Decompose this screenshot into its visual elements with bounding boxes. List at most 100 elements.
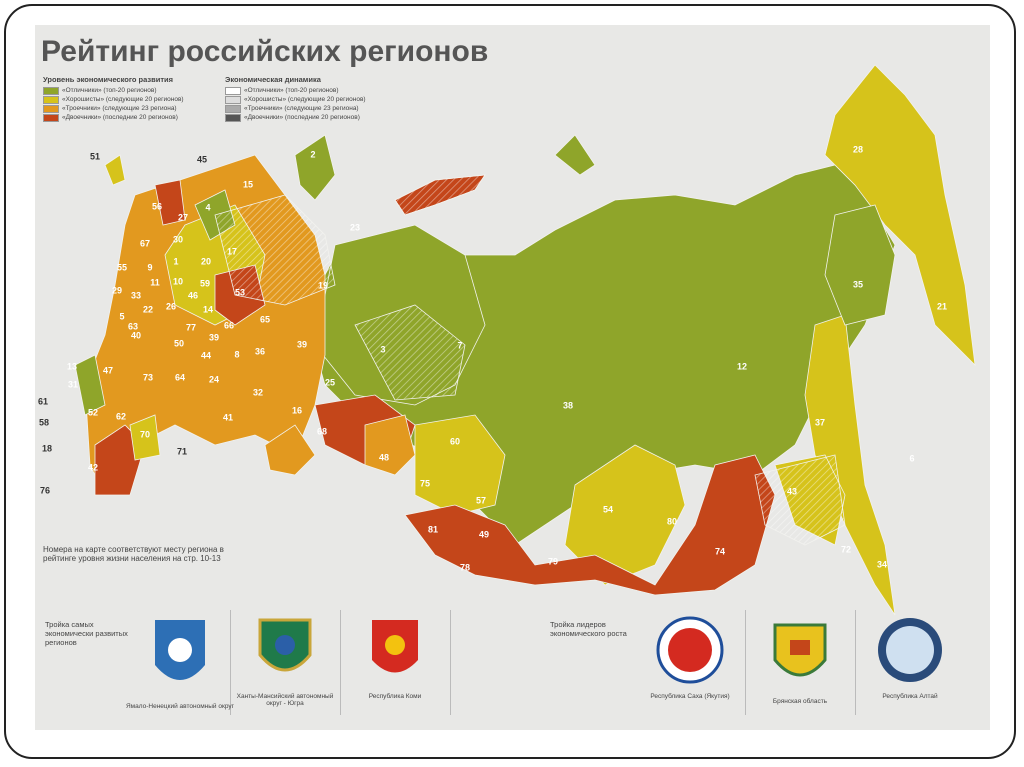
- legend-item: «Троечники» (следующие 23 региона): [225, 104, 366, 113]
- region-label: 66: [224, 320, 234, 330]
- region-label: 52: [88, 407, 98, 417]
- region-label: 57: [476, 495, 486, 505]
- emblem-icon: [656, 616, 724, 684]
- legend-swatch: [225, 86, 241, 95]
- legend-title: Экономическая динамика: [225, 75, 321, 84]
- region-label: 17: [227, 246, 237, 256]
- emblem-caption: Брянская область: [772, 698, 828, 705]
- region-label: 72: [841, 544, 851, 554]
- region-label: 81: [428, 524, 438, 534]
- legend-label: «Отличники» (топ-20 регионов): [244, 87, 339, 94]
- region-label: 15: [243, 179, 253, 189]
- map-panel: 2 28 51 45 15 56 4 27 23 67 30 17 55 9 1 20 11 10 59 53 19 29…: [35, 25, 990, 730]
- region-label: 63: [128, 321, 138, 331]
- region-label: 65: [260, 314, 270, 324]
- separator: [340, 610, 341, 715]
- emblem: Брянская область: [745, 615, 855, 705]
- emblem-icon: [155, 620, 205, 680]
- emblem-caption: Республика Коми: [368, 693, 422, 700]
- region-label: 23: [350, 222, 360, 232]
- legend-label: «Хорошисты» (следующие 20 регионов): [244, 96, 366, 103]
- region-label: 38: [563, 400, 573, 410]
- region-label: 22: [143, 304, 153, 314]
- region-label: 74: [715, 546, 725, 556]
- legend-label: «Троечники» (следующие 23 региона): [244, 105, 359, 112]
- legend-title: Уровень экономического развития: [43, 75, 173, 84]
- region-label: 6: [909, 453, 914, 463]
- region-label: 7: [457, 340, 462, 350]
- region-label: 64: [175, 372, 185, 382]
- emblem-icon: [773, 623, 827, 677]
- emblem: Республика Саха (Якутия): [635, 615, 745, 700]
- region-label: 47: [103, 365, 113, 375]
- region-label: 36: [255, 346, 265, 356]
- region-label: 30: [173, 234, 183, 244]
- region-label: 9: [147, 262, 152, 272]
- emblem-icon: [878, 618, 942, 682]
- region-label: 20: [201, 256, 211, 266]
- region-label: 39: [297, 339, 307, 349]
- separator: [855, 610, 856, 715]
- region-label: 79: [548, 556, 558, 566]
- region-label: 78: [460, 562, 470, 572]
- region-label: 73: [143, 372, 153, 382]
- emblem-icon: [258, 618, 312, 672]
- region-label: 14: [203, 304, 213, 314]
- region-label: 18: [42, 443, 52, 453]
- note: Номера на карте соответствуют месту реги…: [43, 545, 224, 563]
- legend-label: «Хорошисты» (следующие 20 регионов): [62, 96, 184, 103]
- region-label: 13: [67, 361, 77, 371]
- region-label: 55: [117, 262, 127, 272]
- region-label: 8: [234, 349, 239, 359]
- emblem: Ямало-Ненецкий автономный округ: [125, 615, 235, 710]
- region-label: 42: [88, 462, 98, 472]
- region-label: 32: [253, 387, 263, 397]
- emblem: Ханты-Мансийский автономный округ - Югра: [230, 615, 340, 707]
- region-label: 29: [112, 285, 122, 295]
- region-label: 31: [68, 379, 78, 389]
- legend-swatch: [43, 95, 59, 104]
- emblem-caption: Ханты-Мансийский автономный округ - Югра: [236, 693, 334, 707]
- region-label: 33: [131, 290, 141, 300]
- region-label: 50: [174, 338, 184, 348]
- region-label: 44: [201, 350, 211, 360]
- legend-swatch: [225, 95, 241, 104]
- region-label: 37: [815, 417, 825, 427]
- region-label: 39: [209, 332, 219, 342]
- region-label: 5: [119, 311, 124, 321]
- region-label: 51: [90, 151, 100, 161]
- region-label: 25: [325, 377, 335, 387]
- region-label: 19: [318, 280, 328, 290]
- region-label: 28: [853, 144, 863, 154]
- legend-item: «Хорошисты» (следующие 20 регионов): [225, 95, 366, 104]
- region-label: 34: [877, 559, 887, 569]
- region-label: 40: [131, 330, 141, 340]
- region-label: 45: [197, 154, 207, 164]
- legend-swatch: [43, 86, 59, 95]
- region-label: 24: [209, 374, 219, 384]
- legend-label: «Троечники» (следующие 23 региона): [62, 105, 177, 112]
- group-title: Тройка лидеров экономического роста: [550, 620, 627, 638]
- region-label: 71: [177, 446, 187, 456]
- region-label: 16: [292, 405, 302, 415]
- region-label: 41: [223, 412, 233, 422]
- region-label: 4: [205, 202, 210, 212]
- region-label: 2: [310, 149, 315, 159]
- region-label: 46: [188, 290, 198, 300]
- region-label: 11: [150, 277, 160, 287]
- region-label: 62: [116, 411, 126, 421]
- region-label: 61: [38, 396, 48, 406]
- frame: [4, 4, 1016, 759]
- region-label: 53: [235, 287, 245, 297]
- legend-swatch: [225, 113, 241, 122]
- region-label: 48: [379, 452, 389, 462]
- legend-level: Уровень экономического развития «Отличник…: [43, 75, 184, 122]
- legend-label: «Двоечники» (последние 20 регионов): [62, 114, 178, 121]
- separator: [230, 610, 231, 715]
- legend-item: «Отличники» (топ-20 регионов): [43, 86, 184, 95]
- region-label: 43: [787, 486, 797, 496]
- separator: [745, 610, 746, 715]
- region-label: 68: [317, 426, 327, 436]
- emblem: Республика Коми: [340, 615, 450, 700]
